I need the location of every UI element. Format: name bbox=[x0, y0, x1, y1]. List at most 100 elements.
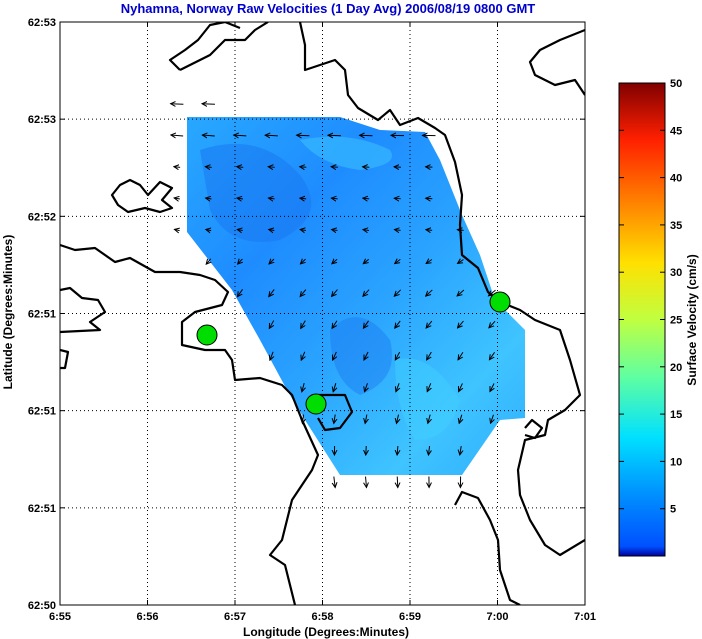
coastline bbox=[60, 22, 585, 605]
velocity-vector bbox=[332, 230, 338, 231]
velocity-vector bbox=[234, 135, 247, 136]
colorbar-label: Surface Velocity (cm/s) bbox=[685, 254, 699, 385]
velocity-vector bbox=[363, 320, 369, 328]
velocity-vector bbox=[171, 135, 184, 136]
velocity-vector bbox=[269, 259, 274, 264]
velocity-vector bbox=[333, 351, 337, 360]
velocity-vector bbox=[265, 135, 278, 136]
velocity-vector bbox=[457, 289, 465, 296]
velocity-vector bbox=[365, 414, 367, 424]
velocity-vector bbox=[171, 104, 184, 105]
velocity-vector bbox=[269, 229, 275, 230]
velocity-vector bbox=[300, 259, 305, 264]
velocity-vector bbox=[427, 351, 432, 360]
velocity-vector bbox=[300, 167, 307, 168]
velocity-vector bbox=[426, 320, 433, 328]
velocity-vector bbox=[426, 289, 433, 296]
colorbar-tick-label: 5 bbox=[670, 504, 676, 516]
radar-site-marker bbox=[196, 324, 218, 346]
velocity-vector bbox=[333, 383, 336, 392]
velocity-vector bbox=[428, 445, 429, 455]
plot-area bbox=[60, 22, 585, 605]
velocity-vector bbox=[365, 383, 368, 392]
velocity-vector bbox=[269, 289, 275, 296]
velocity-vector bbox=[394, 198, 401, 199]
velocity-vector bbox=[238, 259, 243, 264]
x-axis-label: Longitude (Degrees:Minutes) bbox=[243, 625, 409, 639]
velocity-vector bbox=[332, 289, 338, 297]
velocity-vector bbox=[206, 229, 211, 230]
colorbar: 5 10 15 20 25 30 35 40 45 50 Surface Velocity (cm… bbox=[618, 78, 699, 557]
velocity-vector bbox=[363, 198, 370, 199]
velocity-vector bbox=[268, 198, 275, 199]
y-tick-label: 62:51 bbox=[28, 309, 56, 321]
colorbar-tick-label: 15 bbox=[670, 409, 682, 421]
velocity-vector bbox=[302, 414, 303, 424]
velocity-vector bbox=[395, 259, 401, 263]
velocity-vector bbox=[363, 230, 370, 231]
y-axis: 62:50 62:51 62:51 62:51 62:52 62:53 62:53 bbox=[28, 17, 585, 612]
colorbar-tick-label: 40 bbox=[670, 173, 682, 185]
velocity-vector bbox=[397, 445, 398, 455]
velocity-vector bbox=[488, 289, 496, 296]
velocity-vector bbox=[491, 414, 494, 424]
velocity-vector bbox=[300, 198, 307, 199]
velocity-vector bbox=[334, 414, 335, 424]
velocity-vector bbox=[270, 351, 273, 360]
velocity-vector bbox=[460, 445, 461, 455]
colorbar-tick-label: 20 bbox=[670, 362, 682, 374]
velocity-vector bbox=[174, 167, 181, 168]
velocity-vector bbox=[331, 167, 338, 168]
y-tick-label: 62:51 bbox=[28, 503, 56, 515]
velocity-vectors bbox=[171, 104, 496, 488]
velocity-vector bbox=[364, 351, 368, 360]
colorbar-tick-label: 10 bbox=[670, 456, 682, 468]
colorbar-tick-label: 50 bbox=[670, 78, 682, 90]
velocity-vector bbox=[237, 229, 243, 230]
velocity-vector bbox=[174, 198, 180, 199]
velocity-vector bbox=[363, 289, 370, 297]
y-tick-label: 62:51 bbox=[28, 406, 56, 418]
velocity-vector bbox=[394, 230, 401, 231]
velocity-vector bbox=[302, 383, 304, 392]
velocity-vector bbox=[332, 259, 338, 264]
velocity-vector bbox=[366, 476, 367, 488]
y-tick-label: 62:53 bbox=[28, 17, 56, 29]
velocity-vector bbox=[237, 167, 244, 168]
velocity-vector bbox=[489, 320, 496, 328]
velocity-vector bbox=[395, 320, 401, 328]
velocity-vector bbox=[300, 289, 307, 297]
velocity-vector bbox=[205, 167, 212, 168]
velocity-vector bbox=[363, 259, 370, 263]
velocity-vector bbox=[301, 320, 306, 329]
velocity-vector bbox=[268, 167, 275, 168]
velocity-vector bbox=[328, 135, 341, 136]
y-tick-label: 62:50 bbox=[28, 600, 56, 612]
y-tick-label: 62:53 bbox=[28, 114, 56, 126]
x-tick-label: 6:58 bbox=[311, 611, 333, 623]
x-tick-label: 6:56 bbox=[136, 611, 158, 623]
velocity-vector bbox=[428, 414, 430, 424]
velocity-vector bbox=[426, 198, 433, 199]
colorbar-tick-label: 30 bbox=[670, 267, 682, 279]
x-tick-label: 7:00 bbox=[486, 611, 508, 623]
x-axis: 6:55 6:56 6:57 6:58 6:59 7:00 7:01 bbox=[49, 22, 596, 623]
velocity-vector bbox=[459, 383, 463, 391]
colorbar-tick-label: 45 bbox=[670, 125, 682, 137]
velocity-vector bbox=[237, 289, 243, 296]
x-tick-label: 6:57 bbox=[224, 611, 246, 623]
velocity-vector bbox=[300, 229, 306, 230]
velocity-vector bbox=[458, 351, 464, 360]
x-tick-label: 6:59 bbox=[399, 611, 421, 623]
colorbar-tick-label: 35 bbox=[670, 220, 682, 232]
velocity-vector bbox=[206, 198, 212, 199]
velocity-vector bbox=[206, 258, 211, 264]
velocity-vector bbox=[332, 320, 338, 329]
colorbar-tick-label: 25 bbox=[670, 315, 682, 327]
velocity-vector bbox=[269, 320, 273, 329]
velocity-vector bbox=[395, 351, 399, 360]
velocity-vector bbox=[490, 383, 494, 391]
velocity-vector bbox=[459, 414, 462, 424]
velocity-vector bbox=[397, 476, 398, 488]
